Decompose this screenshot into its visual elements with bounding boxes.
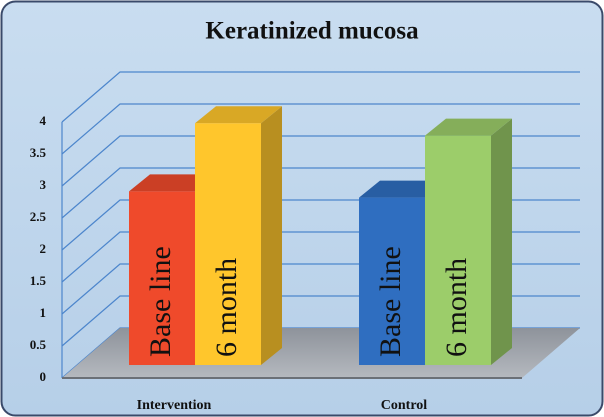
bars: Base line 6 month Base line 6 month bbox=[129, 106, 512, 365]
bar-front bbox=[359, 197, 425, 365]
bar: 6 month bbox=[195, 106, 282, 365]
bar-top bbox=[195, 106, 282, 124]
y-tick-label: 1 bbox=[40, 305, 47, 320]
bar-top bbox=[129, 174, 216, 192]
bar-top bbox=[425, 118, 512, 136]
bar: 6 month bbox=[425, 118, 512, 365]
bar-label: 6 month bbox=[440, 258, 473, 357]
x-tick-label: Control bbox=[381, 398, 428, 413]
y-tick-label: 2 bbox=[40, 241, 47, 256]
bar-front bbox=[129, 191, 195, 365]
bar-side bbox=[261, 106, 282, 365]
grid-line bbox=[61, 103, 580, 155]
y-tick-label: 0 bbox=[40, 369, 47, 384]
grid-line bbox=[61, 71, 580, 123]
bar-top bbox=[359, 180, 446, 198]
y-tick-label: 4 bbox=[40, 113, 47, 128]
bar-label: Base line bbox=[374, 246, 407, 357]
bar-front bbox=[195, 123, 261, 365]
chart-title: Keratinized mucosa bbox=[205, 18, 419, 45]
bar-label: Base line bbox=[144, 246, 177, 357]
y-tick-label: 3.5 bbox=[30, 145, 47, 160]
y-tick-label: 2.5 bbox=[30, 209, 47, 224]
y-tick-label: 0.5 bbox=[30, 337, 47, 352]
x-tick-label: Intervention bbox=[137, 398, 212, 413]
bar-side bbox=[491, 118, 512, 365]
y-tick-label: 3 bbox=[40, 177, 47, 192]
bar-front bbox=[425, 135, 491, 365]
y-tick-label: 1.5 bbox=[30, 273, 47, 288]
bar-label: 6 month bbox=[210, 258, 243, 357]
